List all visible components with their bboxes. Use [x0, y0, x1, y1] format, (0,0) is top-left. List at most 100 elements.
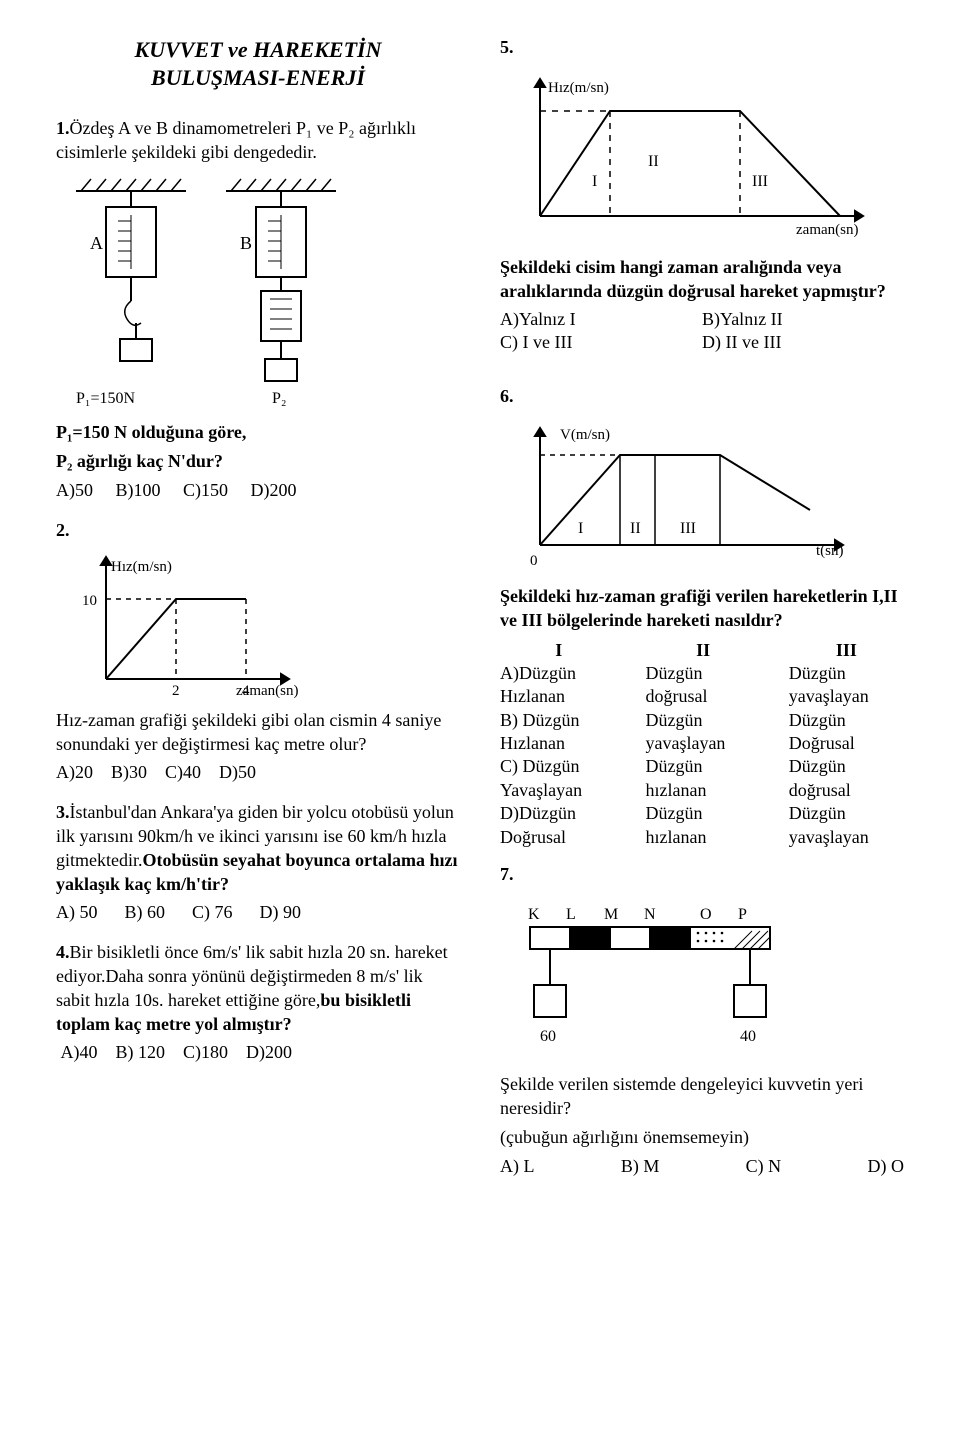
- q2-opt-d[interactable]: D)50: [219, 762, 256, 782]
- q7-figure: K L M N O P 60 40: [500, 893, 800, 1063]
- q7-opt-c[interactable]: C) N: [746, 1156, 782, 1177]
- q2-text: Hız-zaman grafiği şekildeki gibi olan ci…: [56, 709, 460, 757]
- q6-r2c2: Düzgün: [789, 709, 904, 732]
- q6-r6c0[interactable]: D)Düzgün: [500, 802, 617, 825]
- q3-opt-c[interactable]: C) 76: [192, 902, 233, 922]
- q5-text: Şekildeki cisim hangi zaman aralığında v…: [500, 256, 904, 304]
- q6-r3c1: yavaşlayan: [645, 732, 760, 755]
- q3-opt-a[interactable]: A) 50: [56, 902, 98, 922]
- q5-number: 5.: [500, 36, 904, 60]
- q3-opt-d[interactable]: D) 90: [260, 902, 302, 922]
- q6-r6c1: Düzgün: [645, 802, 760, 825]
- q7-weight-60: 60: [540, 1028, 556, 1045]
- q6-region-2: II: [630, 520, 641, 537]
- right-column: 5. Hız(m/sn) zaman(sn) I II III Şekildek…: [500, 36, 904, 1408]
- q6-origin: 0: [530, 553, 538, 569]
- q6-r1c2: yavaşlayan: [789, 685, 904, 708]
- q4-opt-c[interactable]: C)180: [183, 1042, 228, 1062]
- q1-line2: P₂ ağırlığı kaç N'dur?: [56, 450, 460, 474]
- q6-r2c1: Düzgün: [645, 709, 760, 732]
- q1-text: 1.Özdeş A ve B dinamometreleri P₁ ve P₂ …: [56, 117, 460, 165]
- q7-label-o: O: [700, 906, 712, 923]
- q7-label-k: K: [528, 906, 540, 923]
- q4-number: 4.: [56, 942, 70, 962]
- q1-figure: A B P₁=150N P₂: [56, 171, 356, 411]
- q2-opt-a[interactable]: A)20: [56, 762, 93, 782]
- q6-r4c2: Düzgün: [789, 755, 904, 778]
- q4-text: 4.Bir bisikletli önce 6m/s' lik sabit hı…: [56, 941, 460, 1036]
- q1-label-b: B: [240, 233, 252, 253]
- q6-col-1: I: [500, 639, 617, 662]
- worksheet-title: KUVVET ve HAREKETİN BULUŞMASI-ENERJİ: [56, 36, 460, 91]
- q6-r5c0: Yavaşlayan: [500, 779, 617, 802]
- q6-r2c0[interactable]: B) Düzgün: [500, 709, 617, 732]
- q1-label-a: A: [90, 233, 103, 253]
- q6-r0c0[interactable]: A)Düzgün: [500, 662, 617, 685]
- q3-opt-b[interactable]: B) 60: [125, 902, 166, 922]
- q6-r5c1: hızlanan: [645, 779, 760, 802]
- q7-text2: (çubuğun ağırlığını önemsemeyin): [500, 1126, 904, 1150]
- q2-ytick: 10: [82, 593, 97, 609]
- q1-body: Özdeş A ve B dinamometreleri P₁ ve P₂ ağ…: [56, 118, 416, 162]
- q6-r5c2: doğrusal: [789, 779, 904, 802]
- q6-r4c1: Düzgün: [645, 755, 760, 778]
- q6-r4c0[interactable]: C) Düzgün: [500, 755, 617, 778]
- title-line-1: KUVVET ve HAREKETİN: [135, 37, 382, 62]
- q7-weight-40: 40: [740, 1028, 756, 1045]
- q6-number: 6.: [500, 385, 904, 409]
- q2-xtick-2: 2: [172, 683, 180, 699]
- q2-options: A)20 B)30 C)40 D)50: [56, 762, 460, 783]
- q5-xlabel: zaman(sn): [796, 222, 858, 238]
- q7-opt-d[interactable]: D) O: [868, 1156, 905, 1177]
- q1-opt-b[interactable]: B)100: [116, 480, 161, 500]
- q2-number: 2.: [56, 519, 460, 543]
- q5-options: A)Yalnız I B)Yalnız II C) I ve III D) II…: [500, 309, 904, 353]
- q4-opt-d[interactable]: D)200: [246, 1042, 292, 1062]
- q5-chart: Hız(m/sn) zaman(sn) I II III: [500, 66, 880, 246]
- q6-r1c0: Hızlanan: [500, 685, 617, 708]
- q4-opt-a[interactable]: A)40: [61, 1042, 98, 1062]
- q7-number: 7.: [500, 863, 904, 887]
- q2-opt-c[interactable]: C)40: [165, 762, 201, 782]
- q5-opt-d[interactable]: D) II ve III: [702, 332, 904, 353]
- q6-r0c1: Düzgün: [645, 662, 760, 685]
- q6-ylabel: V(m/sn): [560, 427, 610, 443]
- q7-label-m: M: [604, 906, 618, 923]
- q1-opt-a[interactable]: A)50: [56, 480, 93, 500]
- q1-opt-d[interactable]: D)200: [251, 480, 297, 500]
- q6-r6c2: Düzgün: [789, 802, 904, 825]
- left-column: KUVVET ve HAREKETİN BULUŞMASI-ENERJİ 1.Ö…: [56, 36, 460, 1408]
- q5-opt-c[interactable]: C) I ve III: [500, 332, 702, 353]
- q2-ylabel: Hız(m/sn): [111, 559, 172, 575]
- q2-xtick-4: 4: [242, 683, 250, 699]
- q6-table: I II III A)DüzgünDüzgünDüzgün Hızlanando…: [500, 639, 904, 850]
- title-line-2: BULUŞMASI-ENERJİ: [151, 65, 365, 90]
- q1-number: 1.: [56, 118, 70, 138]
- q2-opt-b[interactable]: B)30: [111, 762, 147, 782]
- q4-opt-b[interactable]: B) 120: [116, 1042, 166, 1062]
- q7-label-l: L: [566, 906, 576, 923]
- q2-chart: Hız(m/sn) zaman(sn) 10 2 4: [56, 549, 306, 699]
- q6-region-1: I: [578, 520, 583, 537]
- q5-opt-b[interactable]: B)Yalnız II: [702, 309, 904, 330]
- q6-col-3: III: [789, 639, 904, 662]
- q1-opt-c[interactable]: C)150: [183, 480, 228, 500]
- q7-opt-a[interactable]: A) L: [500, 1156, 535, 1177]
- q1-label-p2: P₂: [272, 390, 286, 407]
- page: KUVVET ve HAREKETİN BULUŞMASI-ENERJİ 1.Ö…: [0, 0, 960, 1432]
- q7-label-n: N: [644, 906, 656, 923]
- q7-opt-b[interactable]: B) M: [621, 1156, 660, 1177]
- q5-opt-a[interactable]: A)Yalnız I: [500, 309, 702, 330]
- q5-region-3: III: [752, 173, 768, 190]
- q1-label-p1: P₁=150N: [76, 390, 136, 407]
- q5-region-1: I: [592, 173, 597, 190]
- q3-options: A) 50 B) 60 C) 76 D) 90: [56, 902, 460, 923]
- q7-text1: Şekilde verilen sistemde dengeleyici kuv…: [500, 1073, 904, 1121]
- q6-r3c2: Doğrusal: [789, 732, 904, 755]
- q3-text: 3.İstanbul'dan Ankara'ya giden bir yolcu…: [56, 801, 460, 896]
- q7-label-p: P: [738, 906, 747, 923]
- q3-number: 3.: [56, 802, 70, 822]
- q6-r7c2: yavaşlayan: [789, 826, 904, 849]
- q7-options: A) L B) M C) N D) O: [500, 1156, 904, 1177]
- q6-r1c1: doğrusal: [645, 685, 760, 708]
